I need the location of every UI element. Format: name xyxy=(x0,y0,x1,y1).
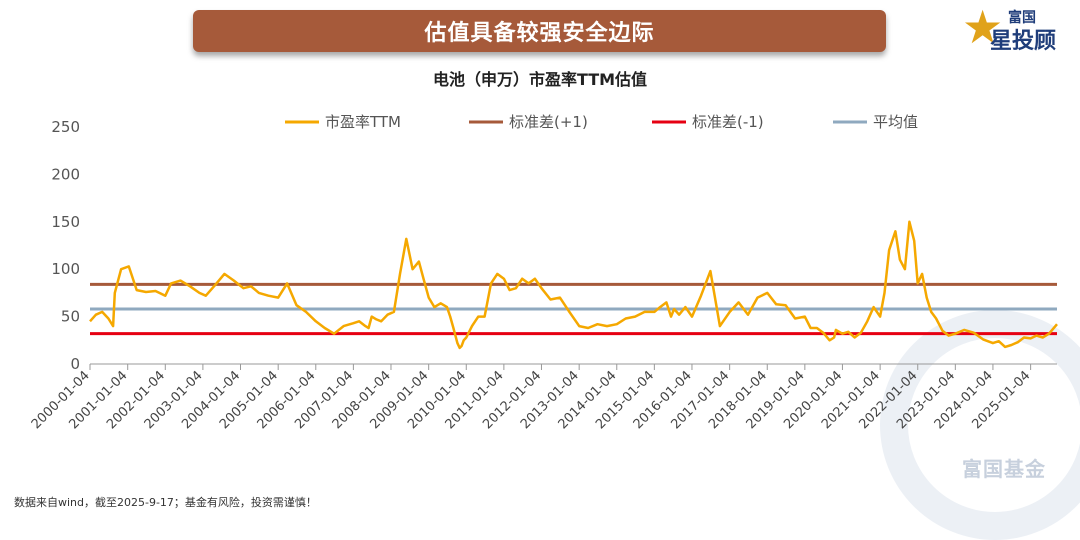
y-tick-label: 200 xyxy=(51,165,80,183)
chart-title: 电池（申万）市盈率TTM估值 xyxy=(432,70,648,89)
y-tick-label: 150 xyxy=(51,213,80,231)
logo-brand-top: 富国 xyxy=(1008,10,1036,26)
legend-label: 市盈率TTM xyxy=(325,113,401,131)
watermark-text: 富国基金 xyxy=(962,457,1046,481)
star-icon: ★ xyxy=(962,0,1004,54)
y-tick-label: 250 xyxy=(51,118,80,136)
legend-label: 标准差(-1) xyxy=(692,113,764,131)
y-tick-label: 50 xyxy=(61,308,80,326)
logo-brand-main: 星投顾 xyxy=(990,29,1057,54)
brand-logo: ★ 富国 星投顾 xyxy=(962,4,1072,56)
pe-chart: 0501001502002502000-01-042001-01-042002-… xyxy=(29,113,1058,432)
banner-title: 估值具备较强安全边际 xyxy=(424,21,655,46)
y-tick-label: 0 xyxy=(70,355,80,373)
series-line-市盈率TTM xyxy=(89,220,1058,350)
header-banner: 估值具备较强安全边际 xyxy=(193,10,886,52)
legend-label: 标准差(+1) xyxy=(509,113,588,131)
footer-note: 数据来自wind，截至2025-9-17；基金有风险，投资需谨慎！ xyxy=(14,496,317,509)
legend-label: 平均值 xyxy=(873,113,918,131)
y-tick-label: 100 xyxy=(51,260,80,278)
